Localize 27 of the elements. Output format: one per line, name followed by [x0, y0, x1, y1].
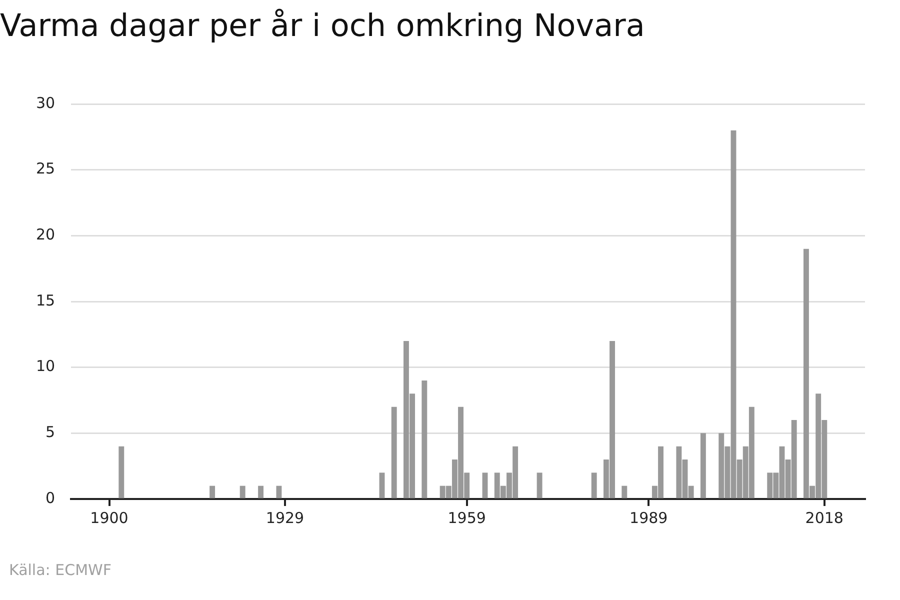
bar	[622, 486, 628, 498]
bar	[118, 446, 124, 498]
bar	[591, 472, 597, 498]
y-tick-label: 10	[36, 357, 56, 376]
x-tick-label: 1929	[266, 508, 304, 527]
bar	[422, 380, 428, 498]
y-tick-label: 15	[36, 291, 56, 310]
y-tick-label: 0	[46, 488, 56, 507]
x-tick-label: 1900	[90, 508, 128, 527]
bar	[276, 486, 282, 498]
bar	[379, 472, 385, 498]
y-tick-label: 20	[36, 226, 56, 244]
x-tick-label: 1989	[630, 508, 668, 527]
y-tick-label: 30	[36, 94, 56, 112]
bar	[210, 486, 216, 498]
bar	[536, 472, 542, 498]
chart-title: Varma dagar per år i och omkring Novara	[0, 8, 645, 44]
y-tick-label: 25	[36, 160, 56, 178]
bar	[258, 486, 264, 498]
bar	[700, 433, 706, 498]
x-tick-label: 2018	[805, 508, 844, 527]
bar	[482, 472, 488, 498]
bar	[240, 486, 246, 498]
bar	[391, 406, 397, 498]
x-tick-label: 1959	[448, 508, 486, 527]
y-tick-label: 5	[46, 423, 56, 442]
text: Källa: ECMWF	[9, 561, 112, 579]
